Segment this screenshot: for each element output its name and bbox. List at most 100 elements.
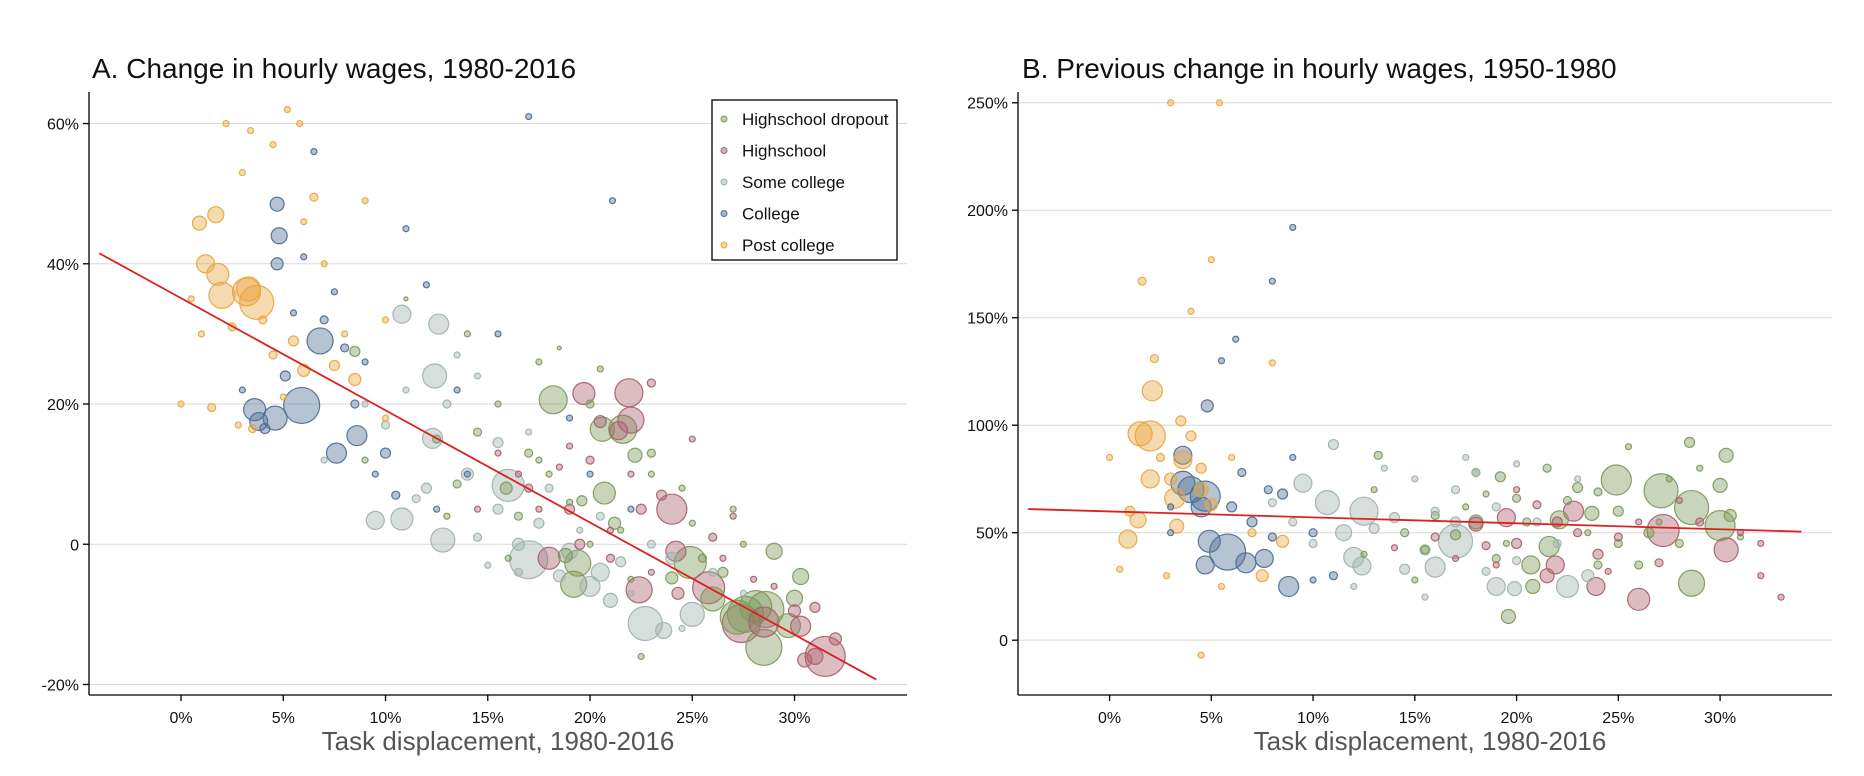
data-point: [1500, 608, 1517, 625]
data-point: [1665, 475, 1673, 483]
data-point: [552, 569, 566, 583]
y-tick-label: 200%: [967, 203, 1008, 220]
data-point: [1604, 567, 1612, 575]
data-point: [1646, 513, 1680, 548]
data-point: [513, 567, 524, 577]
data-point: [1562, 495, 1573, 506]
x-tick-label: 15%: [1399, 710, 1431, 727]
x-tick-label: 25%: [676, 710, 708, 727]
data-point: [1654, 558, 1664, 568]
data-point: [1491, 502, 1501, 512]
data-point: [708, 567, 718, 577]
data-point: [1539, 568, 1555, 584]
data-point: [1482, 490, 1490, 498]
panel-a-axes: [88, 92, 907, 696]
data-point: [1683, 436, 1696, 449]
panel-a-ticks: -20% 0 20% 40% 60% 0% 5% 10% 15% 20% 25% 30%: [42, 117, 811, 727]
data-point: [391, 490, 401, 500]
data-point: [1449, 529, 1462, 541]
data-point: [392, 304, 412, 324]
data-point: [595, 511, 605, 521]
data-point: [238, 386, 246, 394]
panel-a-points: [177, 105, 846, 678]
data-point: [1116, 565, 1124, 573]
data-point: [1197, 529, 1221, 553]
data-point: [430, 527, 456, 553]
data-point: [1437, 523, 1474, 559]
data-point: [350, 399, 360, 409]
data-point: [828, 632, 843, 646]
data-point: [617, 526, 625, 534]
x-tick-label: 20%: [574, 710, 606, 727]
data-point: [463, 330, 471, 338]
data-point: [1411, 576, 1419, 584]
data-point: [806, 647, 824, 666]
data-point: [1200, 399, 1214, 413]
data-point: [533, 517, 545, 529]
data-point: [1673, 489, 1710, 526]
data-point: [1572, 481, 1584, 494]
data-point: [472, 532, 483, 542]
data-point: [1164, 472, 1178, 486]
data-point: [614, 378, 644, 408]
data-point: [729, 505, 737, 513]
data-point: [560, 542, 579, 560]
data-point: [1450, 485, 1461, 495]
data-point: [1228, 453, 1236, 462]
data-point: [739, 589, 748, 597]
data-point: [627, 447, 643, 463]
data-point: [1193, 482, 1209, 498]
data-point: [1704, 510, 1736, 542]
legend-label: College: [742, 205, 800, 224]
data-point: [239, 284, 275, 320]
data-point: [1635, 518, 1643, 526]
data-point: [1574, 475, 1582, 483]
data-point: [1255, 569, 1269, 583]
data-point: [719, 554, 727, 562]
data-point: [1173, 445, 1193, 465]
data-point: [514, 470, 523, 478]
data-point: [346, 424, 368, 447]
data-point: [310, 147, 318, 156]
data-point: [697, 553, 708, 563]
data-point: [1141, 380, 1163, 402]
data-point: [1207, 256, 1215, 264]
data-point: [557, 547, 574, 564]
data-point: [473, 505, 482, 513]
data-point: [1293, 473, 1313, 493]
data-point: [1502, 539, 1511, 548]
data-point: [655, 489, 668, 501]
data-point: [1352, 556, 1372, 576]
data-point: [745, 628, 783, 666]
x-tick-label: 30%: [1704, 710, 1736, 727]
data-point: [453, 351, 461, 359]
data-point: [365, 510, 385, 531]
data-point: [1419, 544, 1431, 556]
data-point: [627, 589, 635, 597]
data-point: [646, 539, 656, 549]
y-tick-label: 0: [70, 537, 79, 554]
data-point: [491, 468, 525, 502]
data-point: [234, 421, 242, 429]
data-point: [504, 554, 512, 562]
data-point: [411, 494, 421, 504]
y-tick-label: 0: [999, 633, 1008, 650]
data-point: [258, 315, 268, 325]
data-point: [287, 335, 300, 347]
data-point: [379, 447, 392, 459]
data-point: [576, 495, 588, 507]
x-tick-label: 0%: [169, 710, 192, 727]
data-point: [579, 575, 601, 597]
y-tick-label: 100%: [967, 418, 1008, 435]
data-point: [576, 526, 584, 534]
data-point: [809, 601, 821, 613]
data-point: [422, 363, 448, 389]
panel-b-ticks: 0 50% 100% 150% 200% 250% 0% 5% 10% 15% 20% 25% 30%: [967, 96, 1736, 727]
data-point: [544, 483, 554, 493]
data-point: [1486, 576, 1506, 597]
panel-a-title: A. Change in hourly wages, 1980-2016: [92, 53, 576, 84]
data-point: [1675, 496, 1683, 505]
data-point: [1309, 576, 1317, 584]
data-point: [283, 386, 321, 425]
